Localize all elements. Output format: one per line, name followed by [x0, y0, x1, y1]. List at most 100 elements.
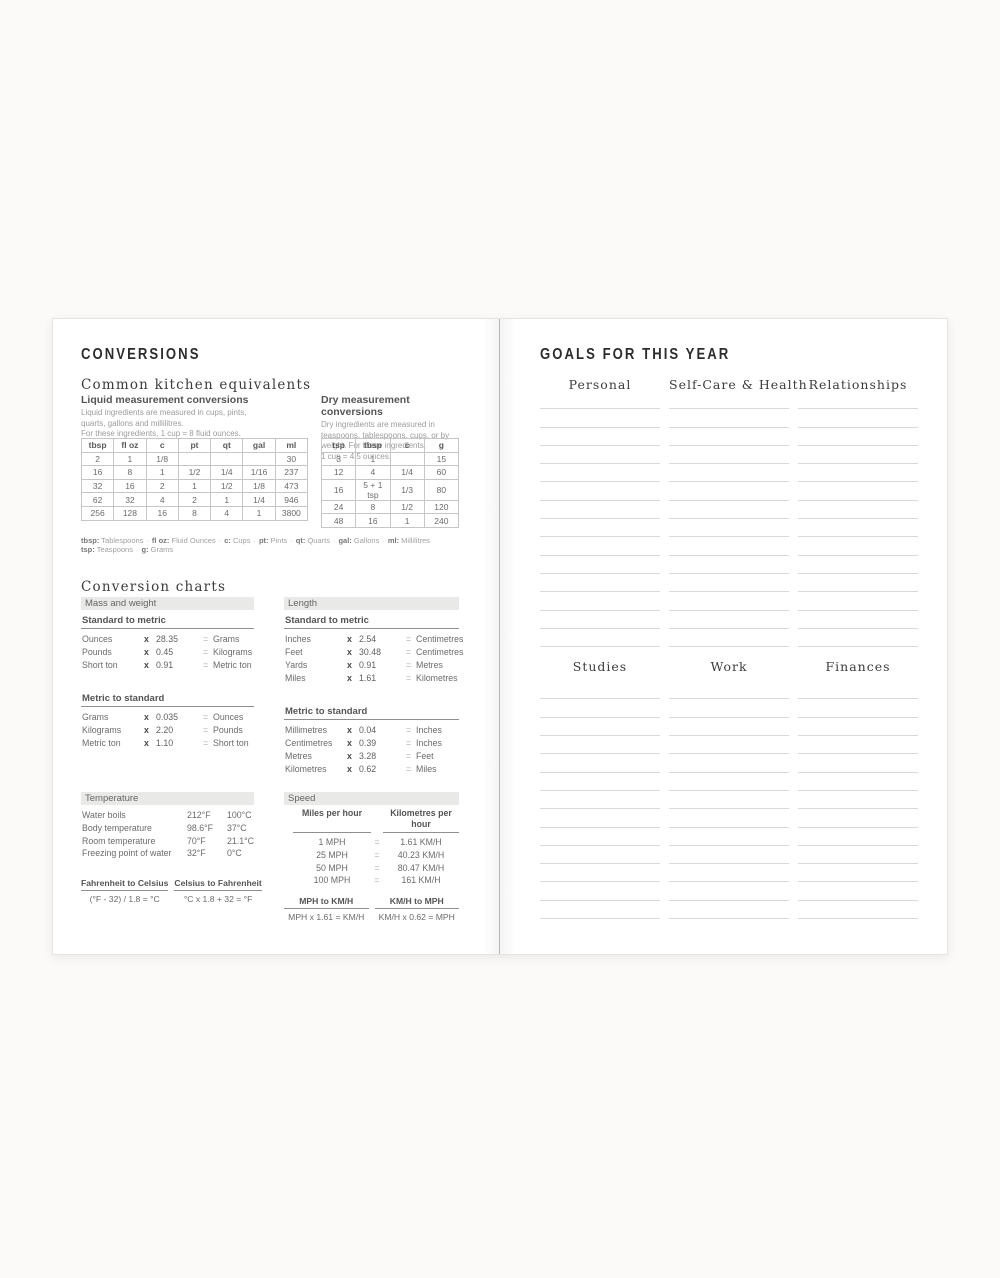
kitchen-equivalents-heading: Common kitchen equivalents — [81, 377, 312, 393]
ruled-line — [540, 828, 660, 846]
multiply-symbol: x — [144, 659, 149, 670]
factor-value: 0.39 — [359, 737, 377, 748]
to-unit: Centimetres — [416, 633, 464, 644]
ruled-line — [540, 882, 660, 901]
multiply-symbol: x — [144, 724, 149, 735]
multiply-symbol: x — [347, 737, 352, 748]
factor-value: 0.035 — [156, 711, 179, 722]
table-cell: 80 — [423, 478, 460, 501]
ruled-line — [669, 864, 789, 883]
to-unit: Short ton — [213, 737, 249, 748]
fahrenheit-value: 212°F — [187, 809, 211, 820]
ruled-line — [669, 718, 789, 737]
ruled-line — [540, 446, 660, 465]
ruled-line — [540, 574, 660, 593]
from-unit: Yards — [285, 659, 308, 670]
ruled-line — [669, 736, 789, 755]
kmh-value: 80.47 KM/H — [397, 862, 445, 873]
conversion-charts-section: Mass and weight Standard to metric Ounces x… — [81, 596, 499, 922]
ruled-line — [798, 537, 918, 556]
to-unit: Feet — [416, 750, 434, 761]
table-cell: 8 — [113, 465, 147, 480]
ruled-line — [798, 809, 918, 828]
table-row: 32 16 2 1 1/2 1/8 473 — [80, 478, 309, 494]
celsius-value: 21.1°C — [227, 835, 254, 846]
table-cell: 240 — [423, 513, 460, 528]
table-cell: 1 — [242, 505, 276, 521]
equals-symbol: = — [203, 633, 209, 644]
ruled-line — [669, 809, 789, 828]
conversion-row: Metres x 3.28 = Feet — [284, 750, 459, 763]
group-subheading: Metric to standard — [284, 706, 459, 720]
ruled-line — [798, 556, 918, 574]
formula-box: KM/H to MPH KM/H x 0.62 = MPH — [374, 896, 459, 922]
formula-box: MPH to KM/H MPH x 1.61 = KM/H — [284, 896, 369, 922]
temperature-formulas: Fahrenheit to Celsius (°F - 32) / 1.8 = °… — [81, 878, 262, 904]
table-cell: 1/4 — [210, 465, 244, 480]
to-unit: Metres — [416, 659, 443, 670]
conversion-row: Kilometres x 0.62 = Miles — [284, 763, 459, 776]
mass-and-weight-block: Mass and weight Standard to metric Ounces x… — [81, 596, 254, 792]
ruled-line — [540, 754, 660, 773]
conversion-group: Standard to metric Inches x 2.54 = Centimetre… — [284, 615, 463, 685]
multiply-symbol: x — [347, 763, 352, 774]
ruled-line — [669, 882, 789, 901]
to-unit: Ounces — [213, 711, 244, 722]
footnote-separator: · — [382, 535, 385, 545]
ruled-line — [540, 428, 660, 446]
table-cell: 4 — [355, 465, 391, 480]
table-header-cell: g — [423, 438, 460, 453]
table-cell: 473 — [274, 478, 309, 494]
table-cell: 256 — [80, 505, 115, 521]
footnote-abbr: ml: — [387, 535, 400, 545]
table-cell: 12 — [320, 465, 357, 480]
dry-measurement-intro: Dry measurement conversions Dry ingredie… — [321, 394, 459, 461]
speed-rows: 1 MPH = 1.61 KM/H 25 MPH = 40.23 KM/H 50 MPH = 8… — [284, 836, 459, 887]
table-cell: 15 — [423, 451, 460, 467]
celsius-value: 100°C — [227, 809, 252, 820]
equals-symbol: = — [406, 763, 412, 774]
table-row: 2 1 1/8 30 — [80, 451, 309, 467]
factor-value: 0.62 — [359, 763, 377, 774]
from-unit: Millimetres — [285, 724, 328, 735]
footnote-separator: · — [135, 545, 139, 555]
mph-value: 100 MPH — [313, 875, 351, 886]
footnote-abbr: tsp: — [81, 545, 95, 555]
table-cell: 120 — [423, 499, 460, 515]
goal-lines-column — [669, 681, 789, 920]
table-row: 48 16 1 240 — [320, 513, 460, 528]
table-cell: 62 — [80, 492, 115, 507]
ruled-line — [540, 773, 660, 791]
temperature-row: Room temperature 70°F 21.1°C — [81, 835, 254, 848]
table-cell: 1 — [113, 451, 147, 467]
formula-text: °C x 1.8 + 32 = °F — [183, 894, 253, 905]
ruled-line — [798, 592, 918, 611]
section-bar: Length — [284, 596, 459, 610]
multiply-symbol: x — [144, 711, 149, 722]
fahrenheit-value: 70°F — [187, 835, 206, 846]
ruled-line — [669, 629, 789, 648]
section-bar: Mass and weight — [81, 596, 254, 610]
table-row: 24 8 1/2 120 — [320, 499, 460, 515]
ruled-line — [798, 901, 918, 920]
table-cell: 1 — [145, 465, 179, 480]
length-block: Length Standard to metric Inches x 2.54 = Cent… — [284, 596, 463, 792]
ruled-line — [669, 846, 789, 865]
footnote-separator: · — [332, 535, 336, 545]
table-cell: 4 — [145, 492, 179, 507]
liquid-table-wrap: tbsp fl oz c pt qt gal ml 2 1 1/8 30 16 8 1 1/2 1/4 1/16… — [80, 438, 309, 528]
liquid-description: Liquid ingredients are measured in cups,… — [81, 408, 247, 438]
table-cell: 128 — [113, 505, 147, 521]
table-header-cell: c — [389, 438, 425, 453]
formula-text: MPH x 1.61 = KM/H — [288, 912, 365, 923]
ruled-line — [540, 409, 660, 428]
ruled-line — [798, 464, 918, 483]
page-title: CONVERSIONS — [81, 346, 201, 363]
table-cell: 1/4 — [389, 465, 425, 480]
table-cell: 16 — [145, 505, 179, 521]
to-unit: Metric ton — [213, 659, 252, 670]
ruled-line — [798, 699, 918, 718]
multiply-symbol: x — [347, 750, 352, 761]
table-cell: 1 — [210, 492, 244, 507]
table-header-cell: gal — [242, 438, 276, 453]
